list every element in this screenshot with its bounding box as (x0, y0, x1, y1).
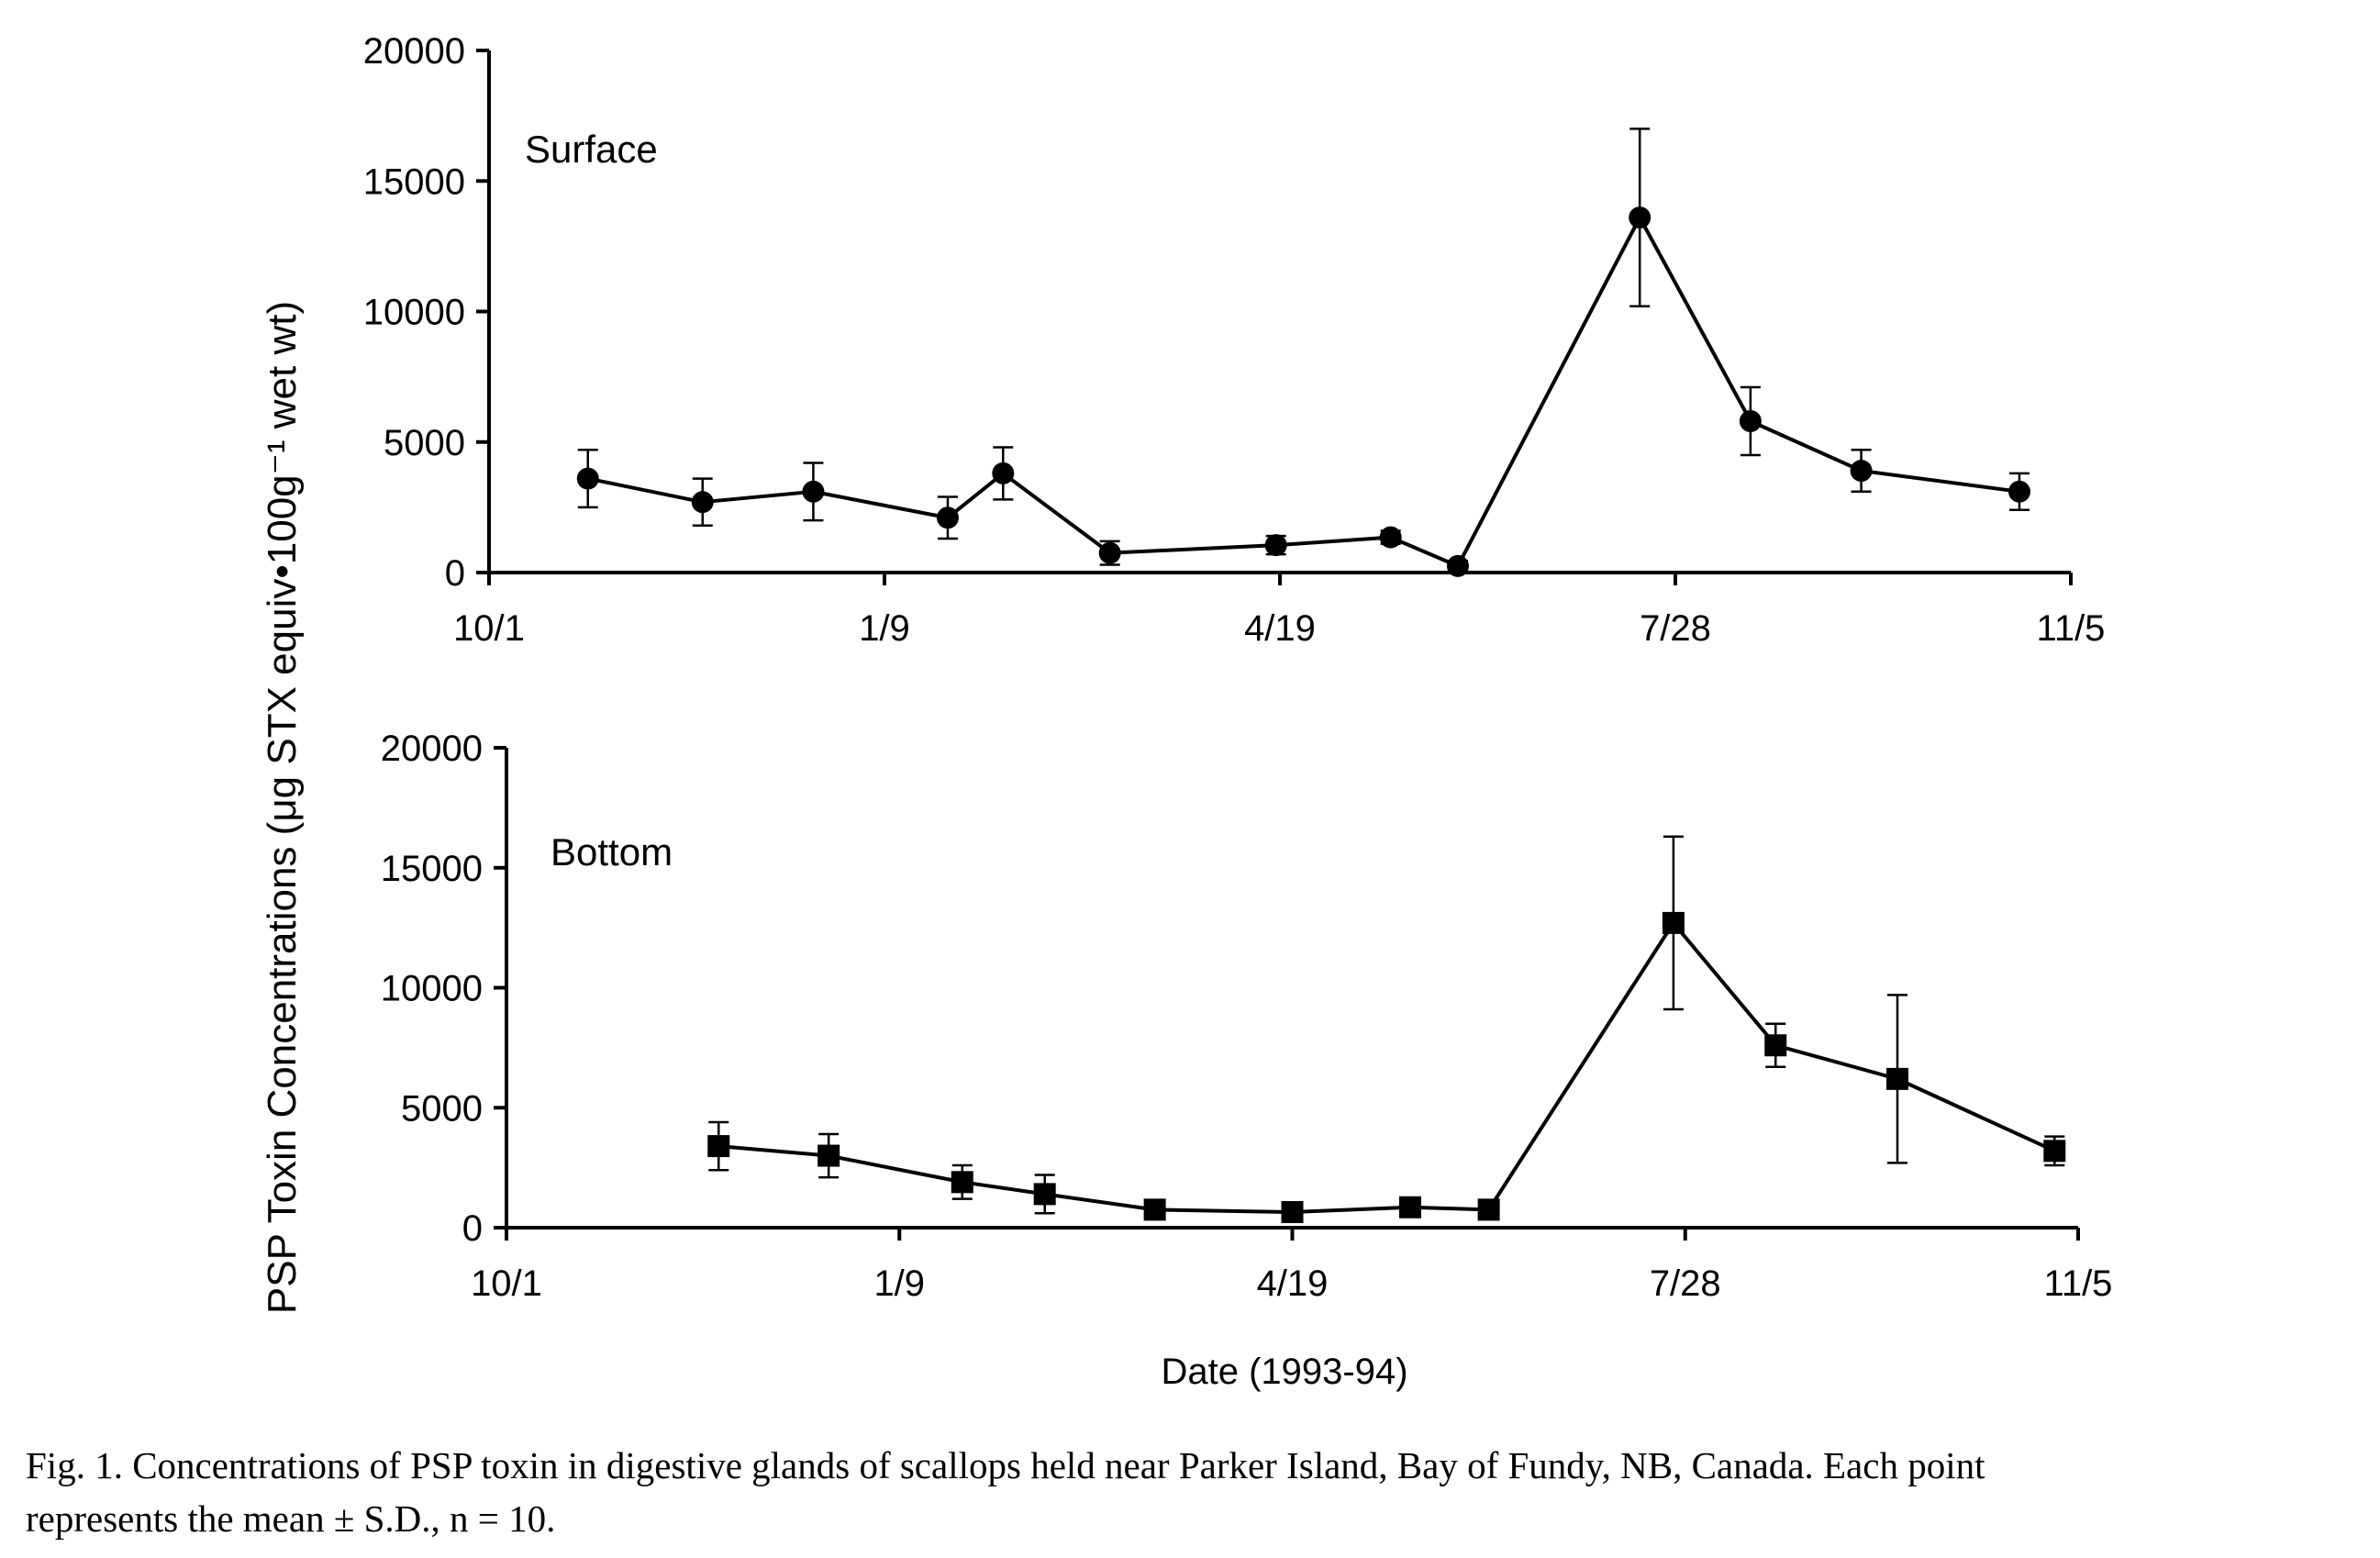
y-tick-label: 5000 (384, 423, 465, 463)
x-tick-label: 10/1 (471, 1263, 542, 1304)
data-point (2007, 480, 2030, 503)
data-point (2043, 1140, 2066, 1163)
data-point (1098, 541, 1121, 564)
x-tick-label: 7/28 (1650, 1263, 1721, 1304)
y-axis-label: PSP Toxin Concentrations (μg STX equiv•1… (260, 301, 305, 1314)
series-line (587, 216, 2020, 568)
caption-line-1: Fig. 1. Concentrations of PSP toxin in d… (26, 1444, 1985, 1486)
data-point (576, 467, 599, 490)
data-point (691, 491, 714, 514)
y-tick-label: 15000 (381, 849, 483, 889)
x-tick-label: 11/5 (2037, 608, 2106, 649)
y-tick-label: 5000 (401, 1088, 483, 1129)
y-tick-label: 20000 (381, 729, 483, 769)
x-tick-label: 4/19 (1257, 1263, 1329, 1304)
data-point (1764, 1034, 1787, 1057)
y-tick-label: 10000 (381, 969, 483, 1009)
x-tick-label: 4/19 (1244, 608, 1316, 649)
data-point (1477, 1198, 1500, 1221)
data-point (707, 1135, 730, 1158)
x-tick-label: 11/5 (2044, 1263, 2113, 1304)
data-point (1281, 1201, 1304, 1224)
data-point (802, 480, 825, 503)
data-point (1629, 206, 1652, 229)
data-point (992, 462, 1015, 484)
panel-label: Bottom (551, 830, 673, 874)
data-point (1850, 460, 1873, 483)
caption-line-2: represents the mean ± S.D., n = 10. (26, 1497, 556, 1540)
data-point (1886, 1067, 1909, 1090)
data-point (1446, 554, 1469, 577)
surface-panel: 0 5000 10000 15000 20000 10/1 1/9 4/19 7/28 11/5 S… (363, 31, 2106, 649)
data-point (1264, 534, 1287, 557)
figure-caption: Fig. 1. Concentrations of PSP toxin in d… (26, 1439, 2347, 1545)
y-tick-label: 10000 (363, 293, 465, 333)
bottom-panel: 0 5000 10000 15000 20000 10/1 1/9 4/19 7/28 11/5 B… (381, 729, 2113, 1304)
panel-label: Surface (525, 128, 658, 171)
data-point (817, 1144, 840, 1167)
x-tick-label: 1/9 (859, 608, 910, 649)
x-tick-label: 10/1 (453, 608, 525, 649)
data-point (1398, 1196, 1421, 1219)
x-tick-label: 7/28 (1640, 608, 1711, 649)
series-line (718, 920, 2056, 1215)
x-tick-label: 1/9 (873, 1263, 925, 1304)
data-point (1379, 526, 1402, 549)
data-point (1739, 409, 1762, 432)
data-point (1033, 1183, 1056, 1206)
y-tick-label: 20000 (363, 31, 465, 72)
data-point (1143, 1198, 1166, 1221)
y-tick-label: 0 (445, 553, 465, 594)
y-tick-label: 0 (462, 1208, 483, 1249)
y-tick-label: 15000 (363, 161, 465, 202)
data-point (951, 1171, 973, 1194)
data-point (936, 506, 959, 529)
data-point (1662, 911, 1685, 934)
x-axis-label: Date (1993-94) (1161, 1352, 1407, 1392)
